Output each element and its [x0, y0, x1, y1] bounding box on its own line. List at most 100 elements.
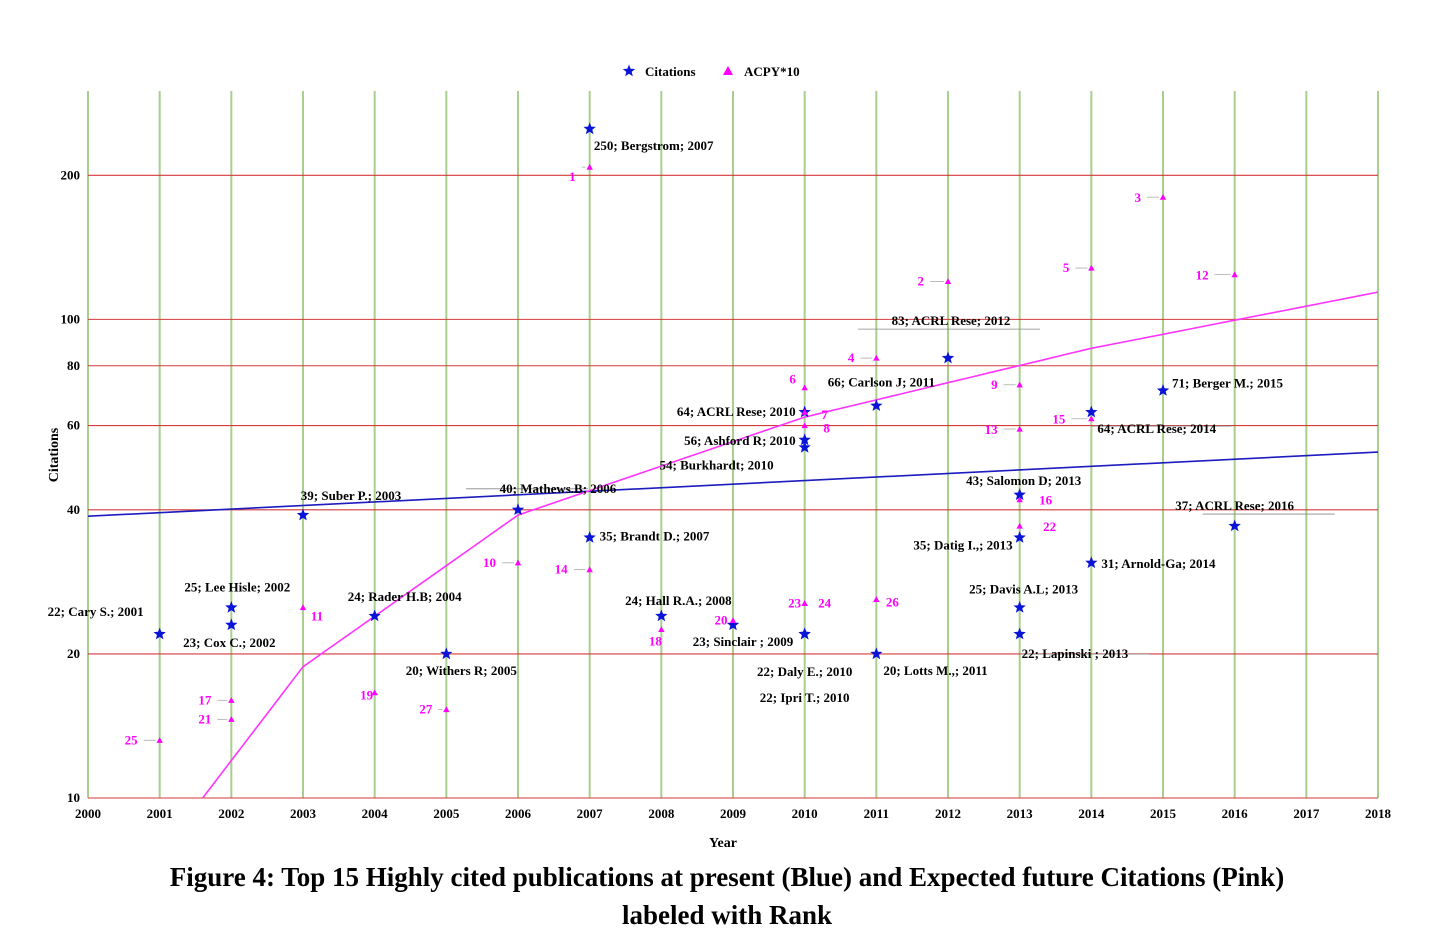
citations-star [440, 647, 453, 660]
acpy-label: 11 [311, 609, 323, 624]
citations-star [798, 433, 811, 446]
acpy-triangle [156, 737, 163, 743]
acpy-triangle [586, 163, 593, 170]
legend-triangle-icon [723, 66, 733, 75]
citations-label: 24; Rader H.B; 2004 [348, 589, 462, 604]
acpy-label: 20 [715, 612, 728, 627]
citations-label: 25; Davis A.L; 2013 [969, 582, 1079, 597]
x-tick-label: 2015 [1150, 806, 1177, 821]
y-tick-label: 80 [67, 358, 80, 373]
citations-star [798, 441, 811, 453]
y-tick-label: 20 [67, 646, 80, 661]
x-tick-label: 2004 [362, 806, 389, 821]
citations-star [1085, 556, 1098, 569]
x-tick-label: 2009 [720, 806, 747, 821]
acpy-label: 1 [569, 169, 576, 184]
acpy-triangle [371, 689, 378, 696]
citations-label: 40; Mathews.B; 2006 [500, 481, 617, 496]
axes: 2000 2001 2002 2003 2004 2005 2006 2007 2008 2009… [47, 167, 1392, 851]
acpy-label: 2 [918, 273, 925, 288]
x-tick-label: 2002 [218, 806, 244, 821]
citations-star [511, 503, 525, 516]
acpy-label: 19 [360, 688, 374, 703]
acpy-triangle [1088, 415, 1095, 422]
legend-star-icon [622, 64, 636, 77]
citations-label: 20; Lotts M.,; 2011 [883, 663, 987, 678]
citations-label: 250; Bergstrom; 2007 [594, 138, 714, 153]
x-tick-label: 2003 [290, 806, 317, 821]
acpy-triangle [801, 422, 808, 429]
acpy-label: 15 [1052, 412, 1066, 427]
y-tick-label: 60 [67, 418, 80, 433]
acpy-label: 7 [821, 407, 828, 422]
y-tick-label: 200 [61, 167, 81, 182]
citations-star [225, 618, 238, 631]
acpy-label: 17 [198, 692, 212, 707]
acpy-triangle [1016, 496, 1023, 503]
citations-star [655, 609, 668, 622]
citations-star [726, 618, 740, 631]
citations-star [1013, 488, 1026, 501]
acpy-label: 13 [985, 422, 999, 437]
acpy-triangle [1016, 381, 1023, 388]
citations-star [1156, 384, 1170, 396]
x-tick-label: 2000 [75, 806, 101, 821]
acpy-triangle [299, 604, 307, 611]
grid [87, 91, 1379, 799]
acpy-label: 18 [649, 633, 663, 648]
acpy-trendline [202, 291, 1379, 799]
citations-label: 83; ACRL Rese; 2012 [892, 313, 1011, 328]
citations-star [225, 601, 238, 613]
acpy-triangle [1016, 522, 1023, 529]
acpy-label: 21 [198, 711, 211, 726]
acpy-label: 25 [125, 732, 139, 747]
citations-star [583, 122, 596, 135]
data-marks [153, 122, 1241, 743]
citations-label: 64; ACRL Rese; 2014 [1097, 421, 1216, 436]
acpy-triangle [873, 354, 880, 361]
acpy-label: 12 [1196, 268, 1209, 283]
data-labels: 22; Cary S.; 2001 25; Lee Hisle; 2002 23; … [48, 138, 1295, 747]
citations-label: 37; ACRL Rese; 2016 [1175, 498, 1294, 513]
acpy-label: 5 [1063, 260, 1070, 275]
citations-star [296, 508, 310, 521]
citations-label: 31; Arnold-Ga; 2014 [1101, 556, 1216, 571]
acpy-triangle [514, 559, 522, 566]
citations-star [368, 609, 381, 622]
acpy-label: 27 [419, 702, 433, 717]
y-tick-label: 40 [67, 502, 80, 517]
citations-label: 22; Daly E.; 2010 [757, 664, 852, 679]
citations-label: 35; Datig I.,; 2013 [913, 538, 1013, 553]
citations-label: 20; Withers R; 2005 [406, 663, 518, 678]
citations-star [870, 647, 883, 660]
citations-label: 23; Cox C.; 2002 [183, 635, 275, 650]
x-tick-label: 2005 [433, 806, 460, 821]
acpy-triangle [228, 716, 235, 722]
x-tick-label: 2006 [505, 806, 532, 821]
acpy-triangle [658, 626, 665, 632]
citations-label: 35; Brandt D.; 2007 [600, 529, 710, 544]
y-tick-label: 100 [61, 311, 81, 326]
x-tick-label: 2017 [1293, 806, 1320, 821]
acpy-triangle [801, 600, 808, 606]
x-tick-label: 2014 [1078, 806, 1105, 821]
caption-line-2: labeled with Rank [621, 900, 833, 930]
acpy-label: 23 [788, 595, 802, 610]
label-leaders [143, 166, 1335, 741]
citations-star [1013, 531, 1026, 543]
citations-label: 54; Burkhardt; 2010 [660, 457, 774, 472]
acpy-label: 4 [848, 350, 855, 365]
acpy-label: 16 [1039, 493, 1053, 508]
citations-label: 22; Lapinski ; 2013 [1022, 646, 1129, 661]
citations-label: 66; Carlson J; 2011 [828, 375, 935, 390]
y-axis-label: Citations [47, 427, 62, 482]
x-tick-label: 2001 [147, 806, 173, 821]
citations-label: 23; Sinclair ; 2009 [693, 634, 794, 649]
citations-star [870, 399, 883, 411]
citations-star [583, 531, 596, 543]
citations-label: 39; Suber P.; 2003 [301, 488, 402, 503]
citations-label: 56; Ashford R; 2010 [684, 433, 796, 448]
acpy-triangle [801, 408, 808, 415]
x-tick-label: 2010 [792, 806, 818, 821]
acpy-label: 14 [555, 562, 569, 577]
